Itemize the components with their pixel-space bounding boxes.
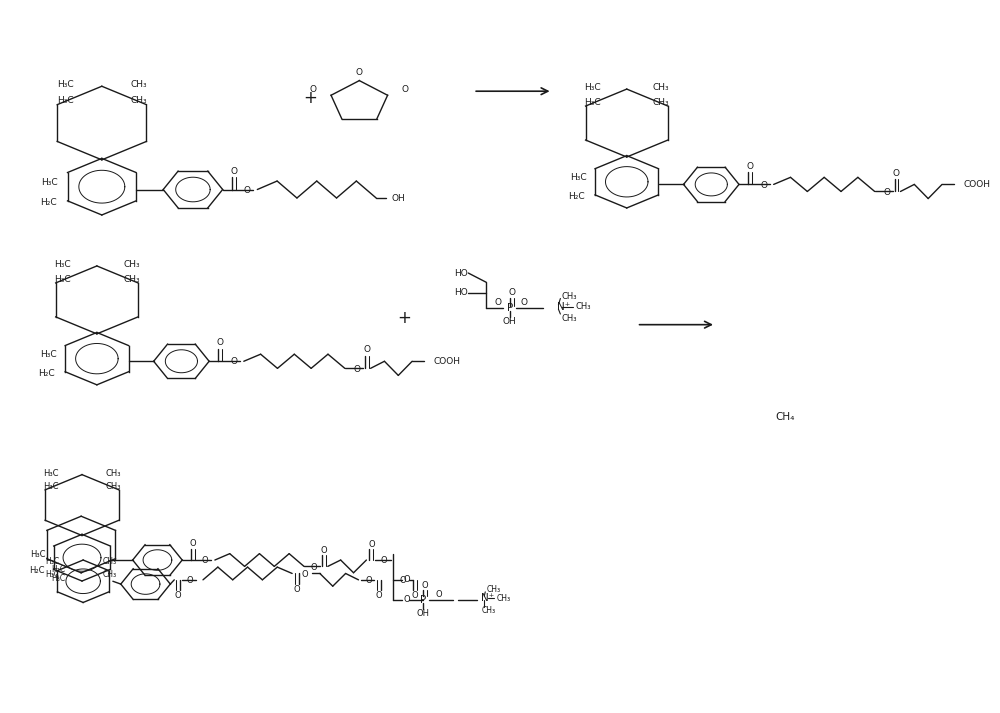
Text: O: O: [175, 591, 182, 600]
Text: CH₃: CH₃: [105, 468, 121, 478]
Text: H₂C: H₂C: [29, 566, 44, 575]
Text: O: O: [883, 188, 890, 197]
Text: O: O: [365, 576, 372, 585]
Text: O: O: [412, 591, 418, 600]
Text: O: O: [230, 167, 237, 175]
Text: O: O: [893, 168, 900, 178]
Text: H₃C: H₃C: [45, 570, 59, 579]
Text: CH₃: CH₃: [103, 570, 117, 579]
Text: HO: HO: [455, 269, 468, 277]
Text: CH₃: CH₃: [105, 482, 121, 491]
Text: O: O: [321, 545, 327, 555]
Text: H₃C: H₃C: [51, 573, 65, 583]
Text: O: O: [402, 85, 409, 94]
Text: H₃C: H₃C: [57, 80, 73, 89]
Text: H₃C: H₃C: [54, 260, 71, 269]
Text: O: O: [760, 180, 767, 190]
Text: OH: OH: [391, 193, 405, 202]
Text: H₃C: H₃C: [584, 98, 601, 107]
Text: CH₃: CH₃: [575, 302, 591, 312]
Text: O: O: [422, 581, 428, 590]
Text: H₂C: H₂C: [51, 565, 65, 574]
Text: CH₃: CH₃: [103, 557, 117, 566]
Text: P: P: [507, 304, 513, 314]
Text: O: O: [494, 298, 501, 307]
Text: N⁺: N⁺: [557, 302, 571, 312]
Text: +: +: [303, 89, 317, 107]
Text: CH₃: CH₃: [130, 80, 147, 89]
Text: O: O: [230, 357, 237, 366]
Text: H₃C: H₃C: [584, 83, 601, 92]
Text: O: O: [508, 288, 515, 297]
Text: COOH: COOH: [964, 180, 991, 189]
Text: O: O: [244, 185, 251, 195]
Text: O: O: [302, 570, 308, 579]
Text: OH: OH: [416, 610, 429, 618]
Text: H₂C: H₂C: [40, 198, 56, 207]
Text: O: O: [356, 68, 363, 76]
Text: H₂C: H₂C: [38, 369, 55, 378]
Text: O: O: [202, 556, 208, 565]
Text: H₃C: H₃C: [45, 557, 59, 566]
Text: O: O: [403, 595, 410, 604]
Text: O: O: [294, 585, 300, 593]
Text: +: +: [397, 309, 411, 327]
Text: H₃C: H₃C: [570, 173, 586, 183]
Text: O: O: [217, 339, 224, 347]
Text: H₃C: H₃C: [43, 468, 59, 478]
Text: CH₃: CH₃: [123, 260, 140, 269]
Text: CH₃: CH₃: [653, 98, 670, 107]
Text: HO: HO: [455, 288, 468, 297]
Text: O: O: [187, 576, 193, 585]
Text: O: O: [403, 575, 410, 585]
Text: H₃C: H₃C: [57, 96, 73, 106]
Text: O: O: [520, 298, 527, 307]
Text: O: O: [368, 540, 375, 549]
Text: CH₃: CH₃: [481, 607, 495, 615]
Text: O: O: [353, 364, 360, 374]
Text: P: P: [420, 595, 426, 605]
Text: H₂C: H₂C: [568, 192, 585, 200]
Text: O: O: [400, 576, 406, 585]
Text: CH₃: CH₃: [496, 594, 510, 602]
Text: O: O: [746, 162, 753, 170]
Text: O: O: [381, 556, 388, 565]
Text: CH₃: CH₃: [561, 292, 577, 301]
Text: COOH: COOH: [434, 356, 461, 366]
Text: O: O: [376, 591, 383, 600]
Text: O: O: [310, 85, 317, 94]
Text: H₃C: H₃C: [42, 178, 58, 187]
Text: O: O: [363, 346, 370, 354]
Text: H₃C: H₃C: [31, 550, 46, 559]
Text: CH₃: CH₃: [123, 275, 140, 284]
Text: N⁺: N⁺: [481, 593, 495, 603]
Text: CH₃: CH₃: [486, 585, 500, 593]
Text: CH₃: CH₃: [130, 96, 147, 106]
Text: CH₃: CH₃: [653, 83, 670, 92]
Text: O: O: [190, 539, 196, 548]
Text: H₃C: H₃C: [43, 482, 59, 491]
Text: O: O: [435, 590, 442, 599]
Text: H₃C: H₃C: [40, 350, 57, 359]
Text: O: O: [311, 563, 317, 572]
Text: CH₄: CH₄: [776, 411, 795, 421]
Text: OH: OH: [503, 317, 517, 326]
Text: CH₃: CH₃: [561, 314, 577, 323]
Text: H₃C: H₃C: [54, 275, 71, 284]
